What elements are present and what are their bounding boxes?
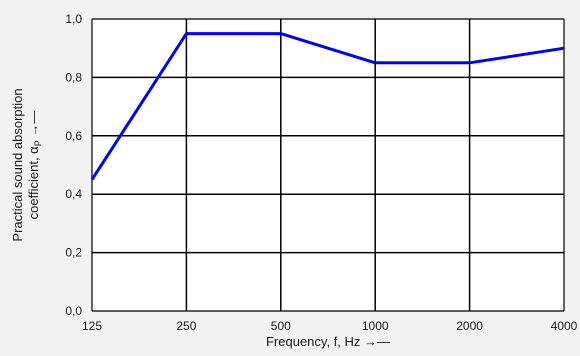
x-tick-label-1000: 1000 xyxy=(362,319,389,333)
x-tick-label-500: 500 xyxy=(271,319,291,333)
y-axis-title-prefix: coefficient, α xyxy=(26,146,41,220)
x-tick-label-250: 250 xyxy=(176,319,196,333)
x-tick-labels: 125 250 500 1000 2000 4000 xyxy=(82,319,578,333)
y-axis-title-line2: coefficient, αP →— xyxy=(26,111,43,220)
x-axis-title: Frequency, f, Hz →— xyxy=(266,334,390,349)
series-layer xyxy=(90,32,565,181)
y-axis-title-subscript: P xyxy=(33,140,43,146)
y-tick-label-0,4: 0,4 xyxy=(65,187,82,201)
y-axis-title-line1: Practical sound absorption xyxy=(10,88,25,241)
y-axis-title-suffix: →— xyxy=(26,111,41,141)
plot-area xyxy=(92,19,564,311)
x-tick-label-4000: 4000 xyxy=(551,319,578,333)
series-line-0 xyxy=(90,32,565,181)
y-tick-label-1,0: 1,0 xyxy=(65,12,82,26)
x-tick-label-2000: 2000 xyxy=(456,319,483,333)
y-tick-label-0,6: 0,6 xyxy=(65,129,82,143)
grid-lines xyxy=(91,18,565,312)
y-tick-labels: 0,0 0,2 0,4 0,6 0,8 1,0 xyxy=(65,12,82,318)
y-tick-label-0,2: 0,2 xyxy=(65,246,82,260)
y-tick-label-0,8: 0,8 xyxy=(65,70,82,84)
x-tick-label-125: 125 xyxy=(82,319,102,333)
y-axis-title: Practical sound absorption coefficient, … xyxy=(10,88,43,241)
y-tick-label-0,0: 0,0 xyxy=(65,304,82,318)
